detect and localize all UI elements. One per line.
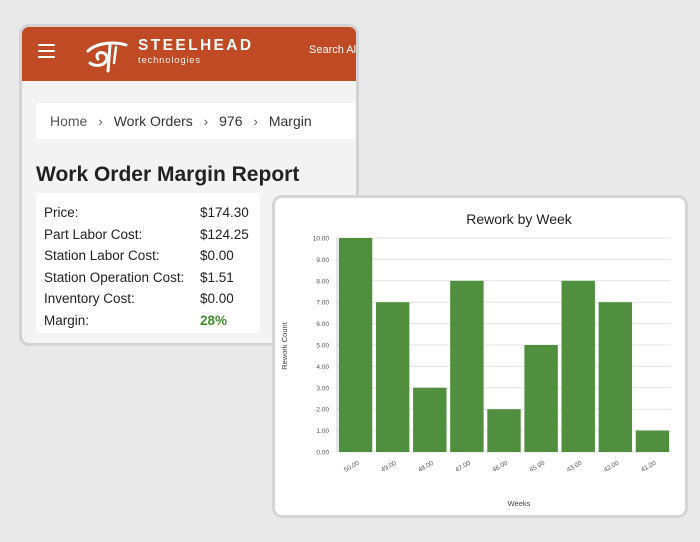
steelhead-logo-icon[interactable]: [80, 33, 134, 75]
metric-label: Part Labor Cost:: [44, 226, 143, 242]
metric-value: $174.30: [200, 205, 249, 221]
x-tick-label: 43.00: [566, 459, 584, 473]
x-tick-label: 45.00: [529, 459, 547, 473]
brand-subtitle: technologies: [138, 55, 201, 66]
y-tick-label: 6.00: [316, 321, 329, 328]
metric-value: $124.25: [200, 226, 249, 242]
breadcrumb-chevron-icon: ›: [203, 113, 209, 129]
bar-week-43-00: [561, 280, 595, 452]
metric-row-inventory-cost: Inventory Cost: $0.00: [44, 288, 260, 310]
brand-name: STEELHEAD: [138, 37, 254, 54]
margin-report-card: STEELHEAD technologies Search Al Home › …: [19, 24, 359, 346]
metric-row-station-operation-cost: Station Operation Cost: $1.51: [44, 267, 260, 289]
y-tick-label: 8.00: [316, 278, 329, 285]
brand-wordmark[interactable]: STEELHEAD technologies: [138, 37, 253, 66]
y-axis-label: Rework Count: [280, 321, 289, 369]
y-tick-label: 5.00: [316, 343, 329, 350]
top-navbar: STEELHEAD technologies Search Al: [22, 27, 356, 81]
margin-value: 28%: [200, 312, 228, 328]
breadcrumb: Home › Work Orders › 976 › Margin: [36, 103, 356, 139]
y-tick-label: 1.00: [316, 428, 329, 435]
metric-label: Inventory Cost:: [44, 291, 135, 307]
search-all-link[interactable]: Search Al: [309, 44, 357, 56]
breadcrumb-margin: Margin: [268, 113, 312, 129]
y-tick-label: 9.00: [316, 257, 329, 264]
metric-label: Station Labor Cost:: [44, 248, 160, 264]
metric-row-margin: Margin: 28%: [44, 310, 260, 332]
bar-week-45-00: [524, 345, 558, 452]
metric-row-price: Price: $174.30: [44, 202, 260, 224]
x-tick-label: 42.00: [603, 459, 621, 473]
x-tick-label: 50.00: [343, 459, 361, 473]
metric-label: Price:: [44, 205, 79, 221]
y-tick-label: 10.00: [313, 236, 330, 243]
x-tick-label: 49.00: [380, 459, 398, 473]
metric-row-station-labor-cost: Station Labor Cost: $0.00: [44, 245, 260, 267]
x-tick-label: 47.00: [454, 459, 472, 473]
breadcrumb-home[interactable]: Home: [50, 113, 88, 129]
breadcrumb-chevron-icon: ›: [98, 113, 103, 129]
rework-by-week-chart: Rework by Week Weeks Rework Count 0.00 1.…: [280, 211, 671, 508]
breadcrumb-chevron-icon: ›: [253, 113, 258, 129]
x-tick-label: 46.00: [491, 459, 509, 473]
bar-week-49-00: [375, 302, 410, 452]
page-title: Work Order Margin Report: [36, 163, 300, 186]
metric-value: $0.00: [200, 248, 234, 264]
bar-week-41-00: [635, 430, 670, 452]
y-tick-label: 3.00: [316, 385, 329, 392]
y-tick-label: 4.00: [316, 364, 329, 371]
metric-row-part-labor-cost: Part Labor Cost: $124.25: [44, 224, 260, 246]
bar-week-42-00: [598, 302, 633, 452]
metric-label: Margin:: [44, 312, 90, 328]
margin-metrics-table: Price: $174.30 Part Labor Cost: $124.25 …: [36, 193, 260, 333]
bar-week-47-00: [450, 280, 484, 452]
x-tick-label: 48.00: [417, 459, 435, 473]
metric-value: $0.00: [200, 291, 234, 307]
y-tick-label: 7.00: [316, 300, 329, 307]
bar-week-50-00: [338, 238, 373, 452]
y-tick-label: 2.00: [316, 407, 329, 414]
bar-week-46-00: [487, 409, 521, 452]
breadcrumb-work-orders[interactable]: Work Orders: [113, 113, 193, 129]
x-tick-label: 41.00: [640, 459, 658, 473]
hamburger-menu-icon[interactable]: [38, 44, 55, 58]
chart-title: Rework by Week: [466, 211, 573, 227]
metric-label: Station Operation Cost:: [44, 269, 185, 285]
bar-week-48-00: [413, 387, 447, 452]
y-tick-label: 0.00: [316, 450, 329, 457]
x-axis-label: Weeks: [508, 499, 531, 508]
metric-value: $1.51: [200, 269, 234, 285]
breadcrumb-work-order-number[interactable]: 976: [219, 113, 243, 129]
rework-chart-card: Rework by Week Weeks Rework Count 0.00 1.…: [272, 195, 688, 518]
